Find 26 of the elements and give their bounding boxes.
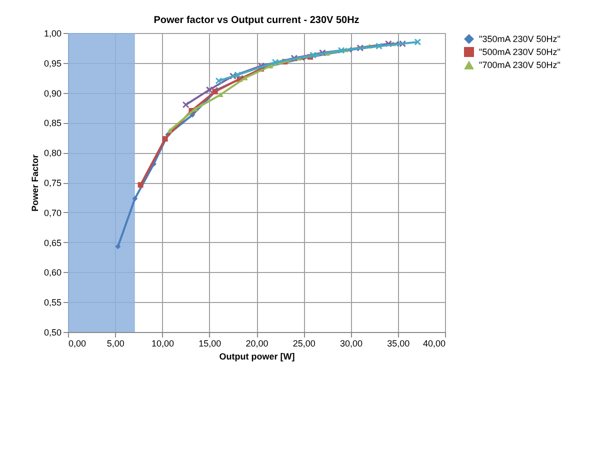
x-tick-label: 20,00: [246, 338, 268, 348]
x-tick-label: 10,00: [151, 338, 174, 348]
x-tick-label: 0,00: [68, 338, 86, 348]
x-tick-label: 5,00: [106, 338, 124, 348]
y-tick-label: 0,75: [44, 178, 62, 188]
y-tick-label: 0,50: [44, 328, 62, 338]
x-tick-label: 40,00: [422, 338, 446, 348]
legend-label: "350mA 230V 50Hz": [479, 34, 560, 44]
x-tick-label: 15,00: [198, 338, 222, 348]
x-axis-title: Output power [W]: [219, 352, 295, 362]
legend-label: "500mA 230V 50Hz": [479, 47, 560, 57]
y-tick-label: 0,70: [44, 208, 62, 218]
y-tick-label: 0,95: [44, 58, 62, 68]
y-tick-label: 0,65: [44, 238, 62, 248]
legend-label: "700mA 230V 50Hz": [479, 60, 560, 70]
y-tick-label: 1,00: [44, 28, 62, 38]
y-tick-label: 0,55: [44, 298, 62, 308]
x-tick-label: 35,00: [387, 338, 410, 348]
y-axis-title: Power Factor: [30, 154, 40, 212]
y-tick-label: 0,90: [44, 88, 62, 98]
chart-title: Power factor vs Output current - 230V 50Hz: [154, 15, 360, 26]
x-tick-label: 25,00: [292, 338, 316, 348]
y-tick-label: 0,80: [44, 148, 62, 158]
x-tick-label: 30,00: [340, 338, 363, 348]
y-tick-label: 0,60: [44, 268, 62, 278]
y-tick-label: 0,85: [44, 118, 62, 128]
